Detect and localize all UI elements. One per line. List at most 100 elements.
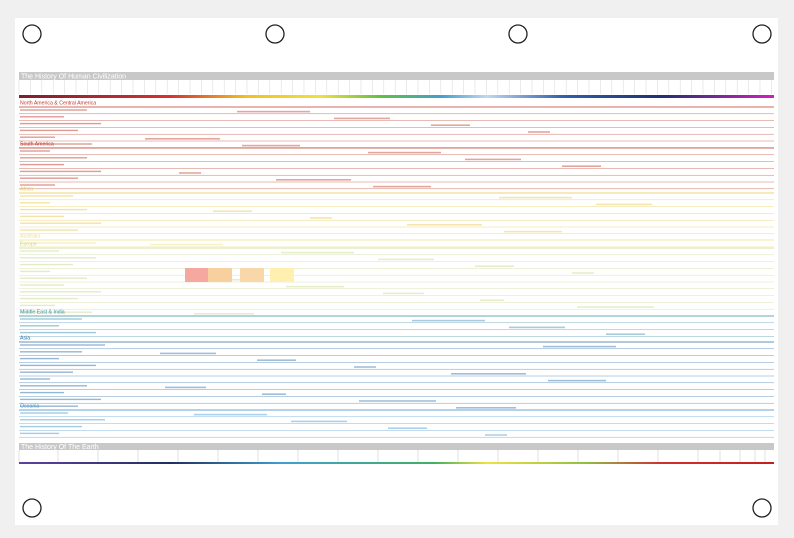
empire-block — [240, 268, 264, 282]
period-bar — [286, 285, 344, 288]
row-label — [20, 351, 82, 353]
row-label — [20, 229, 78, 231]
row-label — [20, 291, 101, 293]
grommets — [22, 24, 772, 518]
row-label — [20, 129, 78, 132]
period-bar — [606, 333, 645, 335]
row-label — [20, 242, 96, 244]
grommet — [752, 24, 772, 44]
row-label — [20, 143, 92, 145]
period-bar — [388, 427, 427, 429]
period-bar — [378, 258, 434, 261]
period-bar — [194, 313, 254, 315]
period-bar — [475, 265, 514, 267]
earth-band — [19, 462, 774, 464]
year-header — [18, 80, 772, 94]
row-label — [20, 419, 105, 421]
row-label — [20, 311, 92, 313]
banner — [15, 18, 778, 525]
period-bar — [179, 172, 201, 174]
row-label — [20, 202, 50, 204]
period-bar — [485, 434, 507, 436]
row-label — [20, 425, 82, 428]
row-label — [20, 364, 96, 367]
section-heading: Oceania — [20, 403, 39, 409]
period-bar — [257, 359, 296, 361]
period-bar — [262, 393, 286, 395]
title: The History Of Human Civilization — [21, 73, 126, 80]
section-heading: Middle East & India — [20, 309, 65, 315]
period-bar — [412, 319, 485, 322]
row-label — [20, 215, 64, 218]
period-bar — [480, 299, 504, 301]
section-heading: North America & Central America — [20, 100, 96, 106]
period-bar — [354, 366, 376, 368]
row-label — [20, 318, 82, 320]
period-bar — [242, 144, 300, 147]
period-bar — [548, 379, 606, 382]
period-bar — [310, 217, 332, 219]
period-bar — [160, 352, 216, 355]
empire-block — [270, 268, 294, 282]
period-bar — [145, 138, 220, 140]
period-bar — [499, 196, 572, 199]
period-bar — [577, 306, 654, 308]
row-label — [20, 385, 87, 387]
grommet — [752, 498, 772, 518]
period-bar — [291, 420, 347, 423]
era-band — [19, 95, 774, 98]
grommet — [265, 24, 285, 44]
period-bar — [407, 224, 482, 226]
row-label — [20, 257, 96, 259]
period-bar — [504, 230, 562, 233]
row-label — [20, 304, 55, 307]
period-bar — [465, 158, 521, 161]
empire-block — [208, 268, 232, 282]
period-bar — [237, 110, 310, 113]
period-bar — [528, 131, 550, 133]
row-label — [20, 184, 55, 186]
row-label — [20, 208, 87, 211]
period-bar — [150, 243, 223, 246]
section-heading: Europe — [20, 241, 37, 247]
row-label — [20, 277, 87, 279]
grommet — [508, 24, 528, 44]
period-bar — [383, 292, 424, 295]
row-label — [20, 250, 59, 252]
period-bar — [276, 179, 351, 181]
row-label — [20, 357, 59, 360]
footer-title: The History Of The Earth — [21, 444, 99, 451]
period-bar — [431, 124, 470, 126]
empire-block — [185, 268, 209, 282]
period-bar — [596, 203, 652, 206]
period-bar — [572, 272, 594, 274]
row-label — [20, 170, 101, 173]
period-bar — [194, 413, 267, 416]
row-label — [20, 116, 64, 118]
row-label — [20, 109, 87, 111]
row-label — [20, 344, 105, 346]
period-bar — [359, 400, 436, 402]
row-label — [20, 331, 96, 334]
row-label — [20, 195, 73, 197]
section-heading: Asia — [20, 335, 30, 341]
row-label — [20, 157, 87, 159]
row-label — [20, 150, 50, 152]
period-bar — [562, 165, 601, 167]
period-bar — [281, 251, 354, 254]
row-label — [20, 284, 64, 286]
period-bar — [165, 386, 206, 389]
row-label — [20, 297, 78, 300]
row-label — [20, 398, 101, 401]
row-label — [20, 405, 78, 407]
period-bar — [456, 407, 516, 409]
period-bar — [451, 373, 526, 375]
grommet — [22, 24, 42, 44]
earth-header — [18, 450, 766, 462]
period-bar — [373, 185, 431, 188]
row-label — [20, 222, 101, 224]
period-bar — [368, 151, 441, 154]
row-label — [20, 177, 78, 179]
